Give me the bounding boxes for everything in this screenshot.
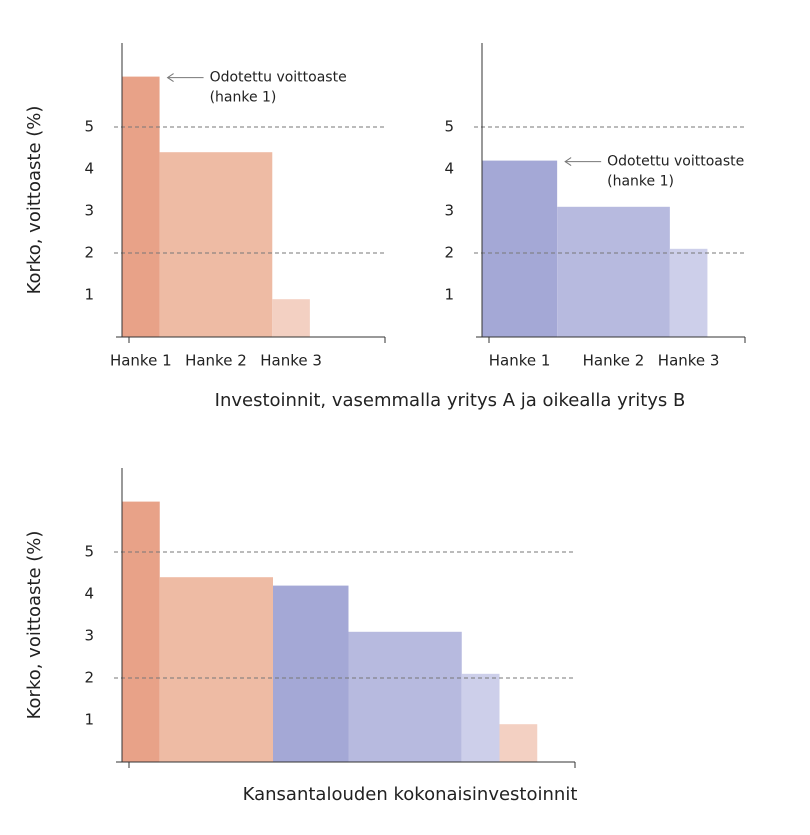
y-tick-label: 4 xyxy=(444,160,454,178)
y-tick-label: 3 xyxy=(84,202,94,220)
y-tick-label: 3 xyxy=(84,627,94,645)
bar xyxy=(122,76,160,337)
x-tick-label: Hanke 3 xyxy=(260,352,322,370)
x-axis-label: Investoinnit, vasemmalla yritys A ja oik… xyxy=(215,390,686,411)
bar xyxy=(557,206,670,337)
bar xyxy=(461,673,500,762)
bar xyxy=(669,248,708,337)
y-axis-label: Korko, voittoaste (%) xyxy=(24,106,45,295)
y-tick-label: 4 xyxy=(84,160,94,178)
y-tick-label: 1 xyxy=(84,711,94,729)
y-tick-label: 4 xyxy=(84,585,94,603)
y-tick-label: 5 xyxy=(444,118,454,136)
bar xyxy=(159,577,273,762)
x-tick-label: Hanke 3 xyxy=(658,352,720,370)
x-tick-label: Hanke 2 xyxy=(185,352,247,370)
bar xyxy=(122,501,160,762)
y-tick-label: 2 xyxy=(444,244,454,262)
x-tick-label: Hanke 2 xyxy=(583,352,645,370)
annotation-arrowhead xyxy=(166,73,174,83)
y-tick-label: 2 xyxy=(84,244,94,262)
bar xyxy=(272,299,310,337)
annotation: Odotettu voittoaste xyxy=(607,154,744,170)
y-tick-label: 5 xyxy=(84,543,94,561)
annotation: Odotettu voittoaste xyxy=(210,70,347,86)
x-tick-label: Hanke 1 xyxy=(489,352,551,370)
y-tick-label: 1 xyxy=(84,286,94,304)
y-tick-label: 1 xyxy=(444,286,454,304)
y-tick-label: 3 xyxy=(444,202,454,220)
x-tick-label: Hanke 1 xyxy=(110,352,172,370)
y-tick-label: 2 xyxy=(84,669,94,687)
annotation-arrowhead xyxy=(564,157,572,167)
annotation: (hanke 1) xyxy=(210,90,277,106)
bar xyxy=(499,724,538,762)
bar xyxy=(159,152,273,337)
y-axis-label: Korko, voittoaste (%) xyxy=(24,531,45,720)
x-axis-label: Kansantalouden kokonaisinvestoinnit xyxy=(243,784,578,805)
annotation: (hanke 1) xyxy=(607,174,674,190)
bar xyxy=(348,631,462,762)
y-tick-label: 5 xyxy=(84,118,94,136)
bar xyxy=(482,160,558,337)
bar xyxy=(273,585,349,762)
